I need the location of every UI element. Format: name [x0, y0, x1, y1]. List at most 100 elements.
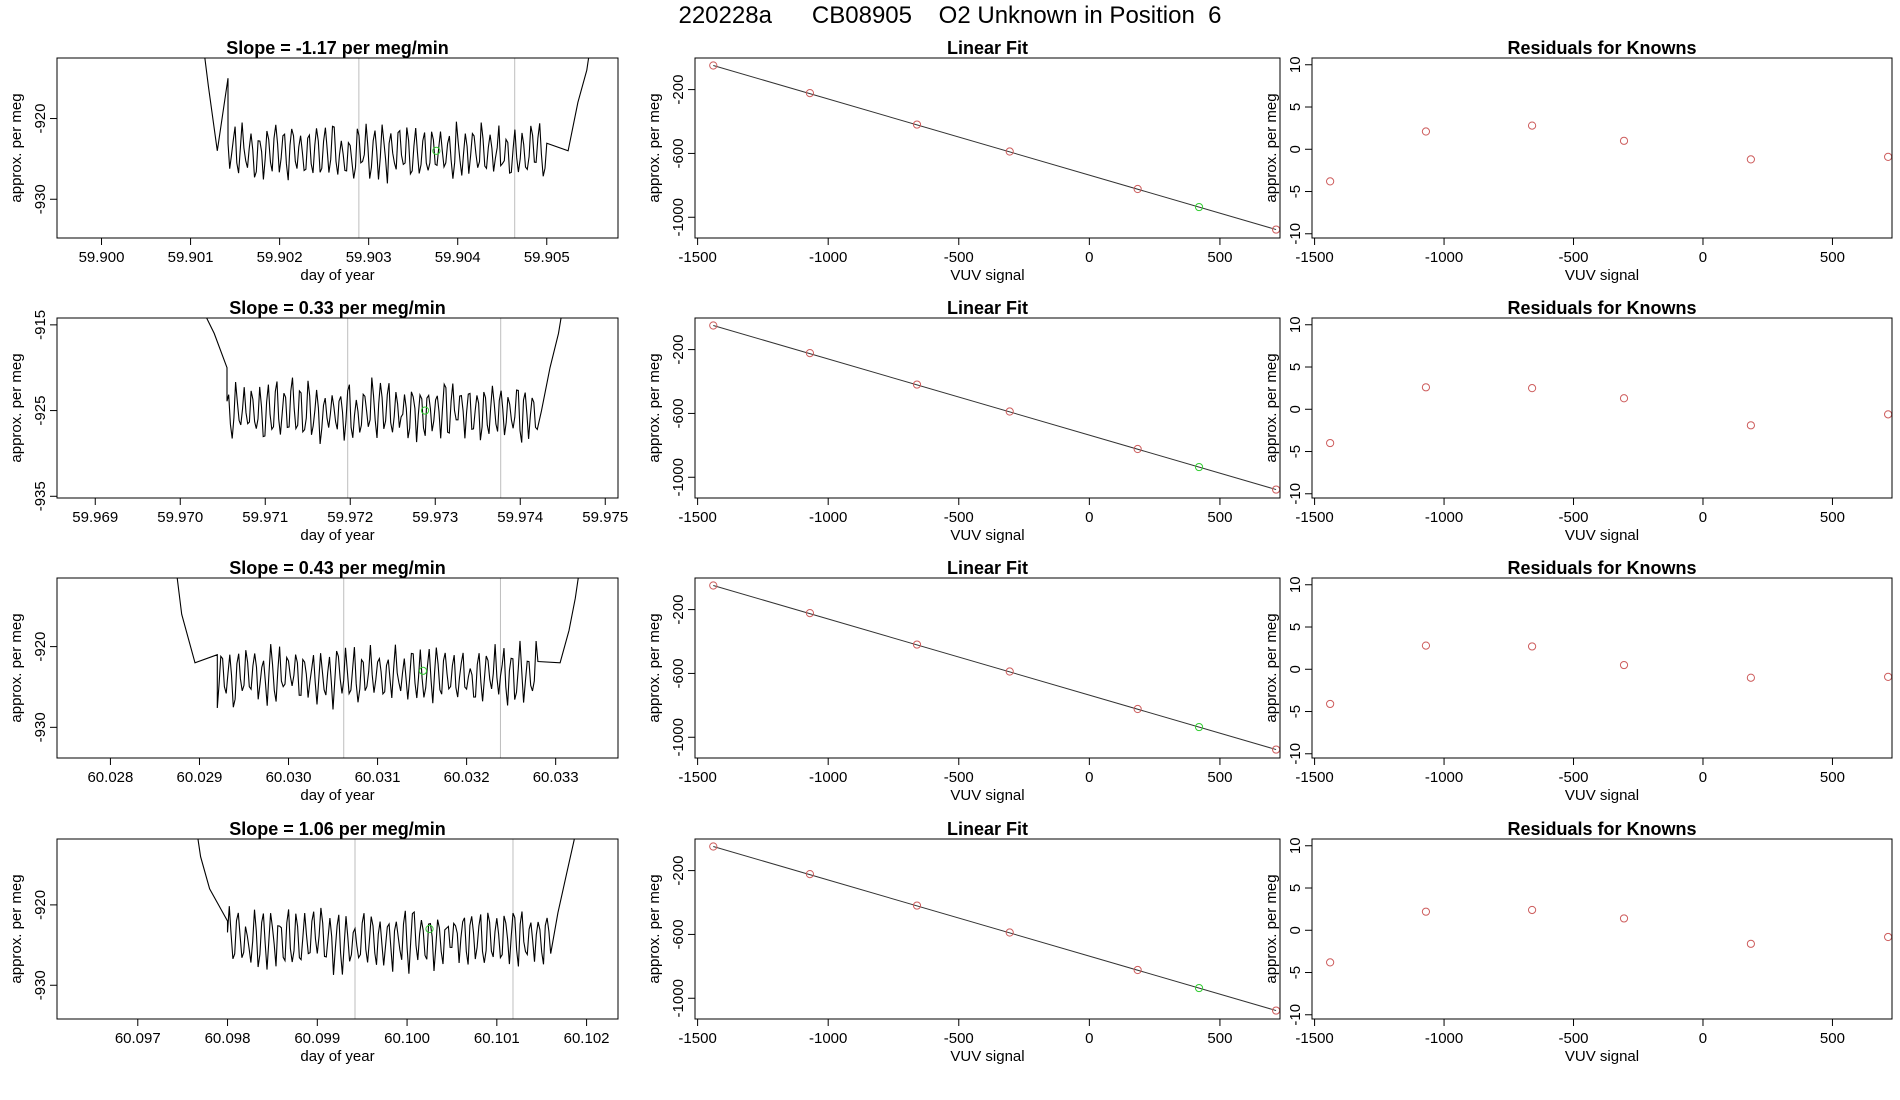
- known-point: [912, 120, 922, 129]
- panel-title: Slope = 0.33 per meg/min: [229, 298, 446, 318]
- x-tick-label: 59.974: [497, 509, 543, 526]
- y-tick-label: -920: [32, 890, 49, 920]
- known-point: [1619, 660, 1629, 670]
- y-tick-label: -1000: [670, 979, 687, 1017]
- y-axis-label: approx. per meg: [646, 353, 663, 462]
- panel-title: Linear Fit: [947, 819, 1028, 839]
- x-axis-label: VUV signal: [950, 527, 1024, 544]
- y-tick-label: -10: [1287, 743, 1304, 765]
- x-tick-label: 500: [1207, 1030, 1232, 1047]
- known-point: [1527, 121, 1537, 130]
- known-point: [805, 89, 815, 98]
- panel-title: Slope = -1.17 per meg/min: [226, 38, 449, 58]
- x-tick-label: 60.029: [177, 769, 223, 786]
- known-point: [1421, 383, 1431, 392]
- x-tick-label: -1500: [1295, 769, 1333, 786]
- x-axis-label: day of year: [300, 527, 374, 544]
- y-tick-label: -200: [670, 595, 687, 625]
- fit-line: [713, 325, 1277, 491]
- x-axis-label: day of year: [300, 267, 374, 284]
- panel-3-2: -1500 -1000 -500 0 500 10 5 0 -5 -10 Residuals for…: [1263, 819, 1893, 1065]
- y-tick-label: 10: [1287, 837, 1304, 854]
- known-point: [709, 581, 718, 590]
- data-trace: [204, 58, 590, 184]
- y-axis-label: approx. per meg: [1263, 613, 1280, 722]
- y-tick-label: -1000: [670, 458, 687, 496]
- known-point: [1746, 939, 1755, 948]
- x-tick-label: 0: [1085, 1030, 1093, 1047]
- x-tick-label: 0: [1085, 249, 1093, 266]
- known-point: [1271, 1006, 1281, 1015]
- x-tick-label: 59.901: [168, 249, 214, 266]
- y-tick-label: -5: [1287, 185, 1304, 198]
- x-axis-label: VUV signal: [1565, 787, 1639, 804]
- x-tick-label: -500: [1559, 509, 1589, 526]
- x-tick-label: 59.971: [242, 509, 288, 526]
- y-tick-label: -930: [32, 712, 49, 742]
- plot-frame: [1311, 838, 1893, 1020]
- x-tick-label: 60.097: [115, 1030, 161, 1047]
- known-point: [1005, 147, 1014, 156]
- known-point: [1884, 932, 1893, 942]
- known-point: [912, 380, 922, 389]
- x-tick-label: 0: [1699, 769, 1707, 786]
- x-tick-label: 60.100: [384, 1030, 430, 1047]
- known-point: [709, 61, 718, 70]
- panel-title: Linear Fit: [947, 558, 1028, 578]
- x-tick-label: 59.903: [346, 249, 392, 266]
- unknown-point: [1194, 462, 1204, 472]
- y-tick-label: 0: [1287, 926, 1304, 934]
- x-tick-label: 59.900: [79, 249, 125, 266]
- x-tick-label: 59.969: [72, 509, 118, 526]
- y-tick-label: -10: [1287, 483, 1304, 505]
- known-point: [1271, 745, 1281, 754]
- x-tick-label: -1000: [1425, 249, 1463, 266]
- x-tick-label: -500: [944, 1030, 974, 1047]
- plot-frame: [1311, 577, 1893, 759]
- x-tick-label: -1000: [809, 249, 847, 266]
- x-tick-label: 60.098: [205, 1030, 251, 1047]
- y-axis-label: approx. per meg: [646, 613, 663, 722]
- x-tick-label: 500: [1820, 509, 1845, 526]
- panel-3-0: 60.097 60.098 60.099 60.100 60.101 60.102 -920…: [8, 819, 619, 1065]
- known-point: [1326, 958, 1335, 967]
- x-tick-label: -500: [1559, 1030, 1589, 1047]
- x-tick-label: 60.099: [294, 1030, 340, 1047]
- known-point: [912, 640, 922, 649]
- data-trace: [197, 839, 575, 975]
- known-point: [1421, 127, 1431, 136]
- y-tick-label: 10: [1287, 56, 1304, 73]
- y-tick-label: -200: [670, 856, 687, 886]
- x-tick-label: 500: [1820, 1030, 1845, 1047]
- unknown-point: [1194, 202, 1204, 212]
- x-tick-label: 60.101: [474, 1030, 520, 1047]
- x-tick-label: -500: [944, 769, 974, 786]
- y-tick-label: 5: [1287, 103, 1304, 111]
- x-tick-label: 60.033: [533, 769, 579, 786]
- y-axis-label: approx. per meg: [1263, 874, 1280, 983]
- y-tick-label: -920: [32, 104, 49, 134]
- y-axis-label: approx. per meg: [1263, 93, 1280, 202]
- fit-line: [713, 585, 1277, 751]
- x-tick-label: -1500: [678, 769, 716, 786]
- x-tick-label: 500: [1207, 509, 1232, 526]
- data-trace: [206, 318, 562, 445]
- known-point: [1619, 136, 1629, 145]
- known-point: [1746, 673, 1755, 682]
- panel-title: Residuals for Knowns: [1507, 558, 1696, 578]
- panel-0-2: -1500 -1000 -500 0 500 10 5 0 -5 -10 Residuals for…: [1263, 38, 1893, 284]
- plot-frame: [694, 838, 1281, 1020]
- known-point: [1884, 672, 1893, 681]
- x-tick-label: 60.102: [564, 1030, 610, 1047]
- panel-title: Linear Fit: [947, 38, 1028, 58]
- x-tick-label: -1500: [678, 249, 716, 266]
- x-axis-label: VUV signal: [1565, 267, 1639, 284]
- known-point: [1421, 641, 1431, 650]
- known-point: [1527, 905, 1537, 915]
- y-tick-label: -930: [32, 970, 49, 1000]
- x-tick-label: -1000: [1425, 1030, 1463, 1047]
- y-tick-label: -925: [32, 396, 49, 426]
- x-tick-label: -1500: [678, 509, 716, 526]
- known-point: [709, 321, 718, 330]
